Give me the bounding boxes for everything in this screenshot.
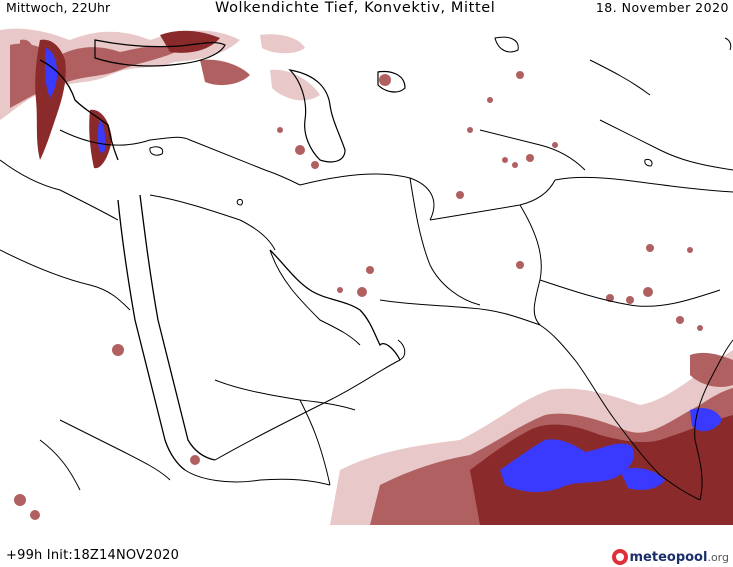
cloud-scattered-cells [14,71,703,520]
meteopool-logo-icon [611,549,628,565]
cloud-area-levant [20,39,112,169]
cloud-density-map [0,20,733,525]
cloud-layer [0,28,733,525]
logo-tld: .org [707,550,729,564]
product-title: Wolkendichte Tief, Konvektiv, Mittel [215,0,496,16]
valid-time-label: Mittwoch, 22Uhr [6,0,111,15]
cloud-area-indian-ocean [330,350,733,525]
map-canvas [0,20,733,525]
map-footer: +99h Init:18Z14NOV2020 meteopool .org [0,525,733,566]
date-label: 18. November 2020 [595,0,729,15]
logo-name: meteopool [629,549,708,565]
map-header: Mittwoch, 22Uhr Wolkendichte Tief, Konve… [0,0,733,20]
map-borders [0,36,733,501]
meteopool-logo[interactable]: meteopool .org [611,547,729,567]
model-run-info: +99h Init:18Z14NOV2020 [6,548,180,563]
